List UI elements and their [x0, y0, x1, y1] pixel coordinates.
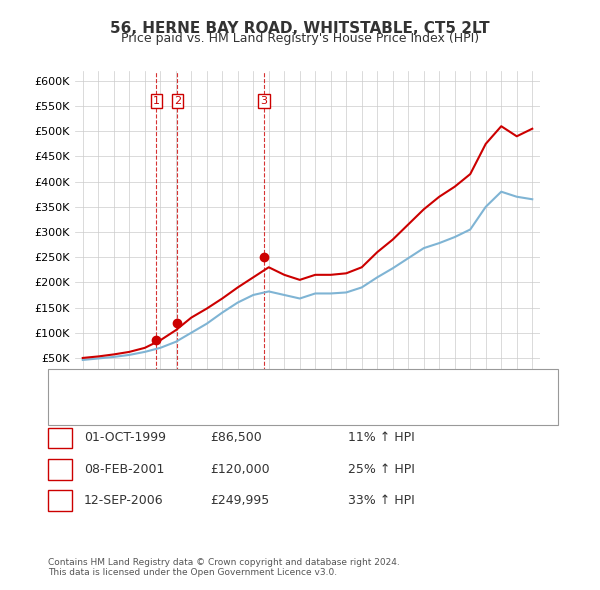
Text: £249,995: £249,995: [210, 494, 269, 507]
Text: £86,500: £86,500: [210, 431, 262, 444]
Text: Price paid vs. HM Land Registry's House Price Index (HPI): Price paid vs. HM Land Registry's House …: [121, 32, 479, 45]
Text: 56, HERNE BAY ROAD, WHITSTABLE, CT5 2LT (semi-detached house): 56, HERNE BAY ROAD, WHITSTABLE, CT5 2LT …: [108, 377, 464, 386]
Text: 11% ↑ HPI: 11% ↑ HPI: [348, 431, 415, 444]
Text: 08-FEB-2001: 08-FEB-2001: [84, 463, 164, 476]
Text: 2: 2: [174, 96, 181, 106]
Text: 33% ↑ HPI: 33% ↑ HPI: [348, 494, 415, 507]
Text: 25% ↑ HPI: 25% ↑ HPI: [348, 463, 415, 476]
Text: 1: 1: [56, 431, 64, 444]
Text: £120,000: £120,000: [210, 463, 269, 476]
Text: 12-SEP-2006: 12-SEP-2006: [84, 494, 164, 507]
Text: HPI: Average price, semi-detached house, Canterbury: HPI: Average price, semi-detached house,…: [108, 404, 389, 414]
Text: 3: 3: [56, 494, 64, 507]
Text: Contains HM Land Registry data © Crown copyright and database right 2024.
This d: Contains HM Land Registry data © Crown c…: [48, 558, 400, 577]
Text: 01-OCT-1999: 01-OCT-1999: [84, 431, 166, 444]
Text: 2: 2: [56, 463, 64, 476]
Text: 1: 1: [153, 96, 160, 106]
Text: 56, HERNE BAY ROAD, WHITSTABLE, CT5 2LT: 56, HERNE BAY ROAD, WHITSTABLE, CT5 2LT: [110, 21, 490, 35]
Text: 3: 3: [260, 96, 268, 106]
